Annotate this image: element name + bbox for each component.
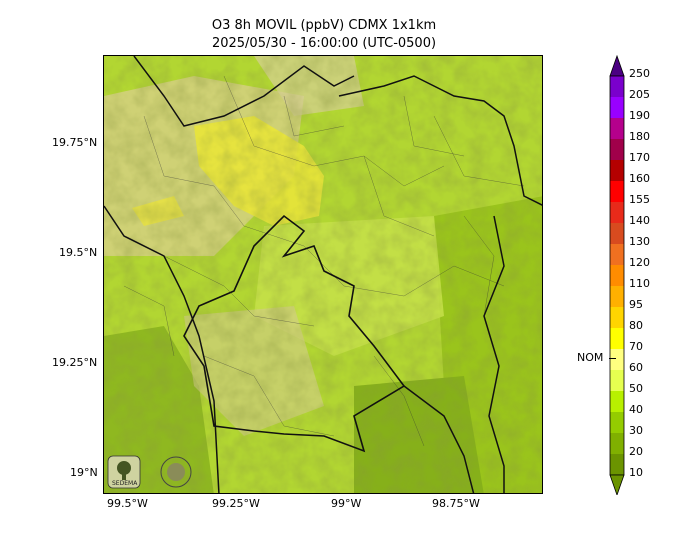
- colorbar-level-label: 170: [629, 151, 650, 164]
- colorbar-level-label: 250: [629, 67, 650, 80]
- colorbar-segment: [610, 202, 624, 223]
- colorbar-level-label: 10: [629, 466, 643, 479]
- y-tick-label: 19.5°N: [59, 246, 98, 259]
- map-title: O3 8h MOVIL (ppbV) CDMX 1x1km: [211, 18, 437, 33]
- colorbar-level-label: 60: [629, 361, 643, 374]
- colorbar-segment: [610, 223, 624, 244]
- colorbar-segment: [610, 244, 624, 265]
- colorbar-extend-min: [609, 474, 625, 495]
- government-seal-logo: [160, 456, 192, 488]
- colorbar-level-label: 120: [629, 256, 650, 269]
- colorbar-level-label: 40: [629, 403, 643, 416]
- colorbar-segment: [610, 160, 624, 181]
- colorbar-level-label: 95: [629, 298, 643, 311]
- x-tick-label: 99°W: [331, 497, 362, 510]
- y-tick-label: 19.75°N: [52, 136, 98, 149]
- colorbar-level-label: 190: [629, 109, 650, 122]
- colorbar-segment: [610, 76, 624, 97]
- colorbar-level-label: 70: [629, 340, 643, 353]
- colorbar-segment: [610, 181, 624, 202]
- colorbar-segment: [610, 118, 624, 139]
- colorbar-level-label: 140: [629, 214, 650, 227]
- colorbar: [609, 55, 625, 495]
- colorbar-level-label: 205: [629, 88, 650, 101]
- x-tick-label: 98.75°W: [432, 497, 480, 510]
- map-canvas: [104, 56, 542, 493]
- sedema-logo: [107, 455, 141, 489]
- colorbar-segment: [610, 139, 624, 160]
- colorbar-level-label: 110: [629, 277, 650, 290]
- x-tick-label: 99.25°W: [212, 497, 260, 510]
- sedema-logo-text: SEDEMA: [112, 480, 138, 487]
- terrain-relief: [104, 56, 542, 493]
- x-tick-label: 99.5°W: [107, 497, 148, 510]
- colorbar-level-label: 155: [629, 193, 650, 206]
- map-subtitle-timestamp: 2025/05/30 - 16:00:00 (UTC-0500): [211, 36, 437, 51]
- state-boundary-east: [483, 215, 505, 493]
- colorbar-level-label: 30: [629, 424, 643, 437]
- colorbar-level-label: 80: [629, 319, 643, 332]
- ozone-map: [103, 55, 543, 494]
- colorbar-level-label: 180: [629, 130, 650, 143]
- colorbar-segment: [610, 391, 624, 412]
- colorbar-segment: [610, 286, 624, 307]
- colorbar-level-label: 130: [629, 235, 650, 248]
- colorbar-segment: [610, 370, 624, 391]
- colorbar-segment: [610, 349, 624, 370]
- colorbar-segment: [610, 412, 624, 433]
- colorbar-segment: [610, 433, 624, 454]
- colorbar-extend-max: [609, 55, 625, 77]
- nom-marker-label: NOM: [577, 351, 604, 364]
- y-tick-label: 19°N: [70, 466, 98, 479]
- colorbar-segment: [610, 265, 624, 286]
- colorbar-segment: [610, 454, 624, 475]
- state-boundary-north: [133, 56, 355, 127]
- state-boundary-southeast: [403, 385, 475, 493]
- y-tick-label: 19.25°N: [52, 356, 98, 369]
- cdmx-boundary: [183, 214, 406, 453]
- colorbar-segment: [610, 328, 624, 349]
- colorbar-segment: [610, 307, 624, 328]
- state-boundary-west: [104, 205, 220, 493]
- municipality-boundaries: [123, 75, 525, 447]
- colorbar-level-label: 50: [629, 382, 643, 395]
- colorbar-level-label: 20: [629, 445, 643, 458]
- state-boundary-northeast: [338, 75, 542, 206]
- nom-marker-tick: [609, 358, 616, 359]
- colorbar-segment: [610, 97, 624, 118]
- colorbar-level-label: 160: [629, 172, 650, 185]
